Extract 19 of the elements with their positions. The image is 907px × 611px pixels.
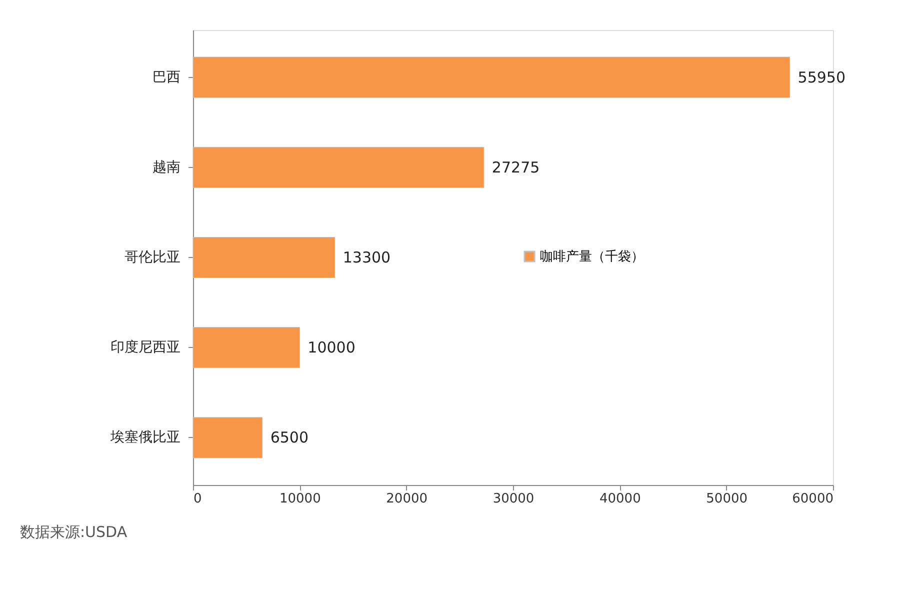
x-tick-label: 60000 bbox=[792, 492, 834, 506]
data-label: 10000 bbox=[308, 338, 356, 357]
data-label: 27275 bbox=[492, 158, 540, 176]
legend-label: 咖啡产量（千袋） bbox=[540, 250, 644, 264]
x-tick-label: 20000 bbox=[386, 492, 428, 506]
x-tick-label: 40000 bbox=[599, 492, 641, 506]
data-label: 13300 bbox=[342, 248, 391, 266]
x-tick-label: 50000 bbox=[706, 492, 748, 506]
y-tick-label: 哥伦比亚 bbox=[124, 250, 180, 266]
data-label: 6500 bbox=[270, 428, 309, 447]
x-tick-label: 30000 bbox=[492, 492, 534, 506]
y-tick-label: 埃塞俄比亚 bbox=[110, 430, 180, 446]
y-tick-label: 越南 bbox=[152, 159, 180, 176]
y-tick-label: 巴西 bbox=[152, 69, 180, 86]
x-tick-label: 0 bbox=[194, 492, 202, 506]
x-tick-label: 10000 bbox=[279, 492, 321, 506]
y-tick-label: 印度尼西亚 bbox=[110, 340, 180, 356]
data-label: 55950 bbox=[798, 68, 846, 86]
source-note: 数据来源:USDA bbox=[20, 523, 128, 541]
